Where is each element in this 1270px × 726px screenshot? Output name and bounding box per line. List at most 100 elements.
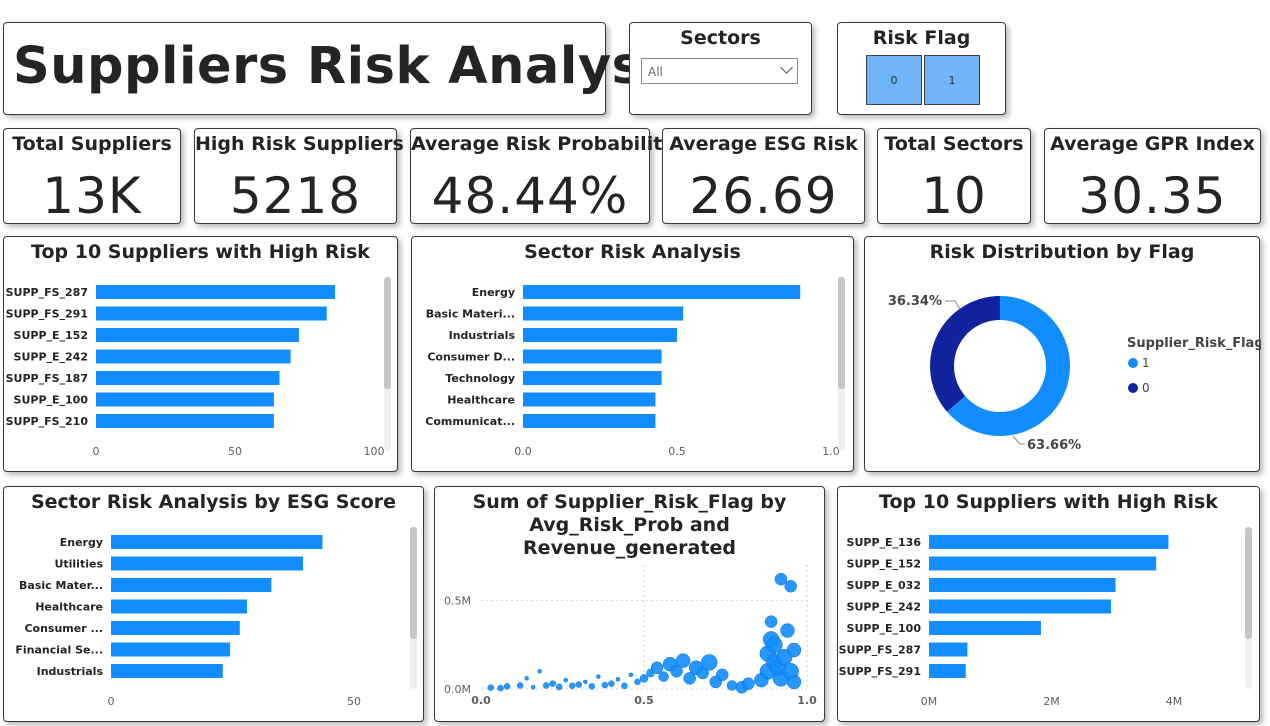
- scrollbar-thumb: [410, 527, 417, 639]
- scatter-point: [615, 677, 621, 682]
- slice-percent-label: 63.66%: [1027, 438, 1081, 453]
- bar: [929, 642, 968, 657]
- bar-category-label: SUPP_E_032: [847, 579, 921, 592]
- kpi-label: Average GPR Index: [1050, 133, 1255, 155]
- x-tick-label: 100: [364, 445, 385, 458]
- kpi-average-risk-probability: Average Risk Probability 48.44%: [410, 128, 675, 225]
- legend-marker: [1128, 358, 1138, 368]
- scatter-point: [524, 676, 529, 681]
- bar-category-label: SUPP_FS_187: [6, 372, 88, 385]
- bar-category-label: SUPP_E_100: [847, 622, 922, 635]
- scatter-point: [726, 680, 738, 691]
- bar-category-label: Consumer D...: [427, 351, 515, 364]
- legend-marker: [1128, 383, 1138, 393]
- scatter-point: [639, 674, 649, 683]
- bar: [111, 578, 272, 592]
- x-tick-label: 0: [108, 695, 115, 708]
- scatter-point: [487, 684, 495, 691]
- scatter-point: [658, 671, 669, 682]
- x-tick-label: 0M: [921, 695, 938, 708]
- chart-title-line-2: Avg_Risk_Prob and Revenue_generated: [523, 514, 736, 559]
- risk-flag-button-1[interactable]: 1: [924, 55, 980, 105]
- bar-category-label: Financial Se...: [15, 644, 103, 657]
- bar-category-label: Communicat...: [425, 415, 515, 428]
- scatter-point: [537, 669, 542, 674]
- scatter-point: [766, 636, 783, 653]
- bar: [523, 306, 684, 321]
- chart-title: Top 10 Suppliers with High Risk: [31, 241, 370, 263]
- bar-category-label: Utilities: [54, 558, 103, 571]
- bar-category-label: Consumer ...: [24, 622, 103, 635]
- chart-title: Sum of Supplier_Risk_Flag by Avg_Risk_Pr…: [435, 491, 824, 560]
- bar: [96, 349, 291, 364]
- sectors-dropdown[interactable]: All: [641, 58, 798, 84]
- bar-category-label: Healthcare: [447, 394, 515, 407]
- bar: [96, 328, 299, 342]
- sector-risk-chart: Sector Risk Analysis Energy Basic Materi.…: [411, 236, 854, 472]
- sector-esg-chart: Sector Risk Analysis by ESG Score Energy…: [3, 486, 424, 722]
- bar: [111, 556, 303, 571]
- scatter-point: [497, 684, 504, 692]
- bar: [523, 414, 656, 428]
- sectors-slicer: Sectors All: [629, 22, 812, 115]
- bar: [96, 285, 336, 299]
- x-tick-label: 4M: [1166, 695, 1183, 708]
- bar: [96, 306, 327, 321]
- bar: [929, 578, 1116, 592]
- bar: [929, 599, 1112, 614]
- bar-category-label: Basic Mater...: [19, 579, 103, 592]
- bar-category-label: SUPP_E_152: [847, 558, 921, 571]
- bar-category-label: Energy: [60, 536, 103, 549]
- bar-category-label: Basic Materi...: [426, 308, 515, 321]
- scatter-point: [575, 681, 583, 688]
- page-title: Suppliers Risk Analysis: [13, 37, 692, 96]
- bar-category-label: Industrials: [449, 329, 516, 342]
- risk-distribution-svg: 36.34% 63.66% Supplier_Risk_Flag 1 0: [888, 294, 1261, 453]
- y-tick-label: 0.5M: [444, 594, 471, 607]
- kpi-label: High Risk Suppliers: [195, 133, 404, 155]
- bar-category-label: SUPP_FS_210: [6, 415, 89, 428]
- kpi-value: 30.35: [1078, 167, 1227, 225]
- kpi-value: 26.69: [689, 167, 838, 225]
- title-card: Suppliers Risk Analysis: [3, 22, 691, 115]
- leader-line: [1012, 435, 1025, 445]
- kpi-total-sectors: Total Sectors 10: [877, 128, 1031, 225]
- slice-percent-label: 36.34%: [888, 294, 942, 309]
- bar: [111, 664, 223, 678]
- kpi-average-gpr-index: Average GPR Index 30.35: [1044, 128, 1261, 225]
- bar-category-label: SUPP_FS_291: [839, 665, 921, 678]
- scatter-point: [542, 682, 550, 689]
- scatter-point: [530, 684, 536, 690]
- bar-category-label: SUPP_E_100: [14, 394, 89, 407]
- bar: [929, 621, 1041, 635]
- sector-risk-svg: Energy Basic Materi... Industrials Consumer…: [425, 277, 845, 458]
- x-tick-label: 0.5: [668, 445, 686, 458]
- scatter-point: [774, 572, 788, 586]
- bar-category-label: Healthcare: [35, 601, 103, 614]
- scrollbar-thumb: [838, 277, 845, 389]
- bar: [96, 392, 274, 407]
- scrollbar-thumb: [384, 277, 391, 389]
- x-tick-label: 1.0: [797, 694, 817, 707]
- scatter-point: [742, 677, 755, 690]
- bar: [96, 371, 280, 385]
- top10-suppliers-revenue-svg: SUPP_E_136 SUPP_E_152 SUPP_E_032 SUPP_E_242…: [839, 527, 1252, 708]
- legend-label: 1: [1142, 356, 1150, 370]
- kpi-high-risk-suppliers: High Risk Suppliers 5218: [194, 128, 404, 225]
- chart-title: Top 10 Suppliers with High Risk: [879, 491, 1218, 513]
- bar-category-label: SUPP_E_136: [847, 536, 922, 549]
- scatter-point: [503, 683, 511, 690]
- scatter-point: [569, 682, 576, 690]
- scrollbar-thumb: [1245, 527, 1252, 639]
- bar-category-label: SUPP_FS_287: [839, 644, 921, 657]
- scatter-point: [764, 615, 778, 628]
- kpi-average-esg-risk: Average ESG Risk 26.69: [662, 128, 865, 225]
- bar-category-label: SUPP_E_242: [14, 351, 88, 364]
- scatter-point: [588, 683, 596, 690]
- risk-flag-button-0[interactable]: 0: [866, 55, 922, 105]
- bar-category-label: Energy: [472, 286, 515, 299]
- kpi-value: 5218: [229, 167, 362, 225]
- scatter-point: [715, 668, 729, 682]
- chevron-down-icon: [780, 61, 793, 74]
- x-tick-label: 1.0: [822, 445, 840, 458]
